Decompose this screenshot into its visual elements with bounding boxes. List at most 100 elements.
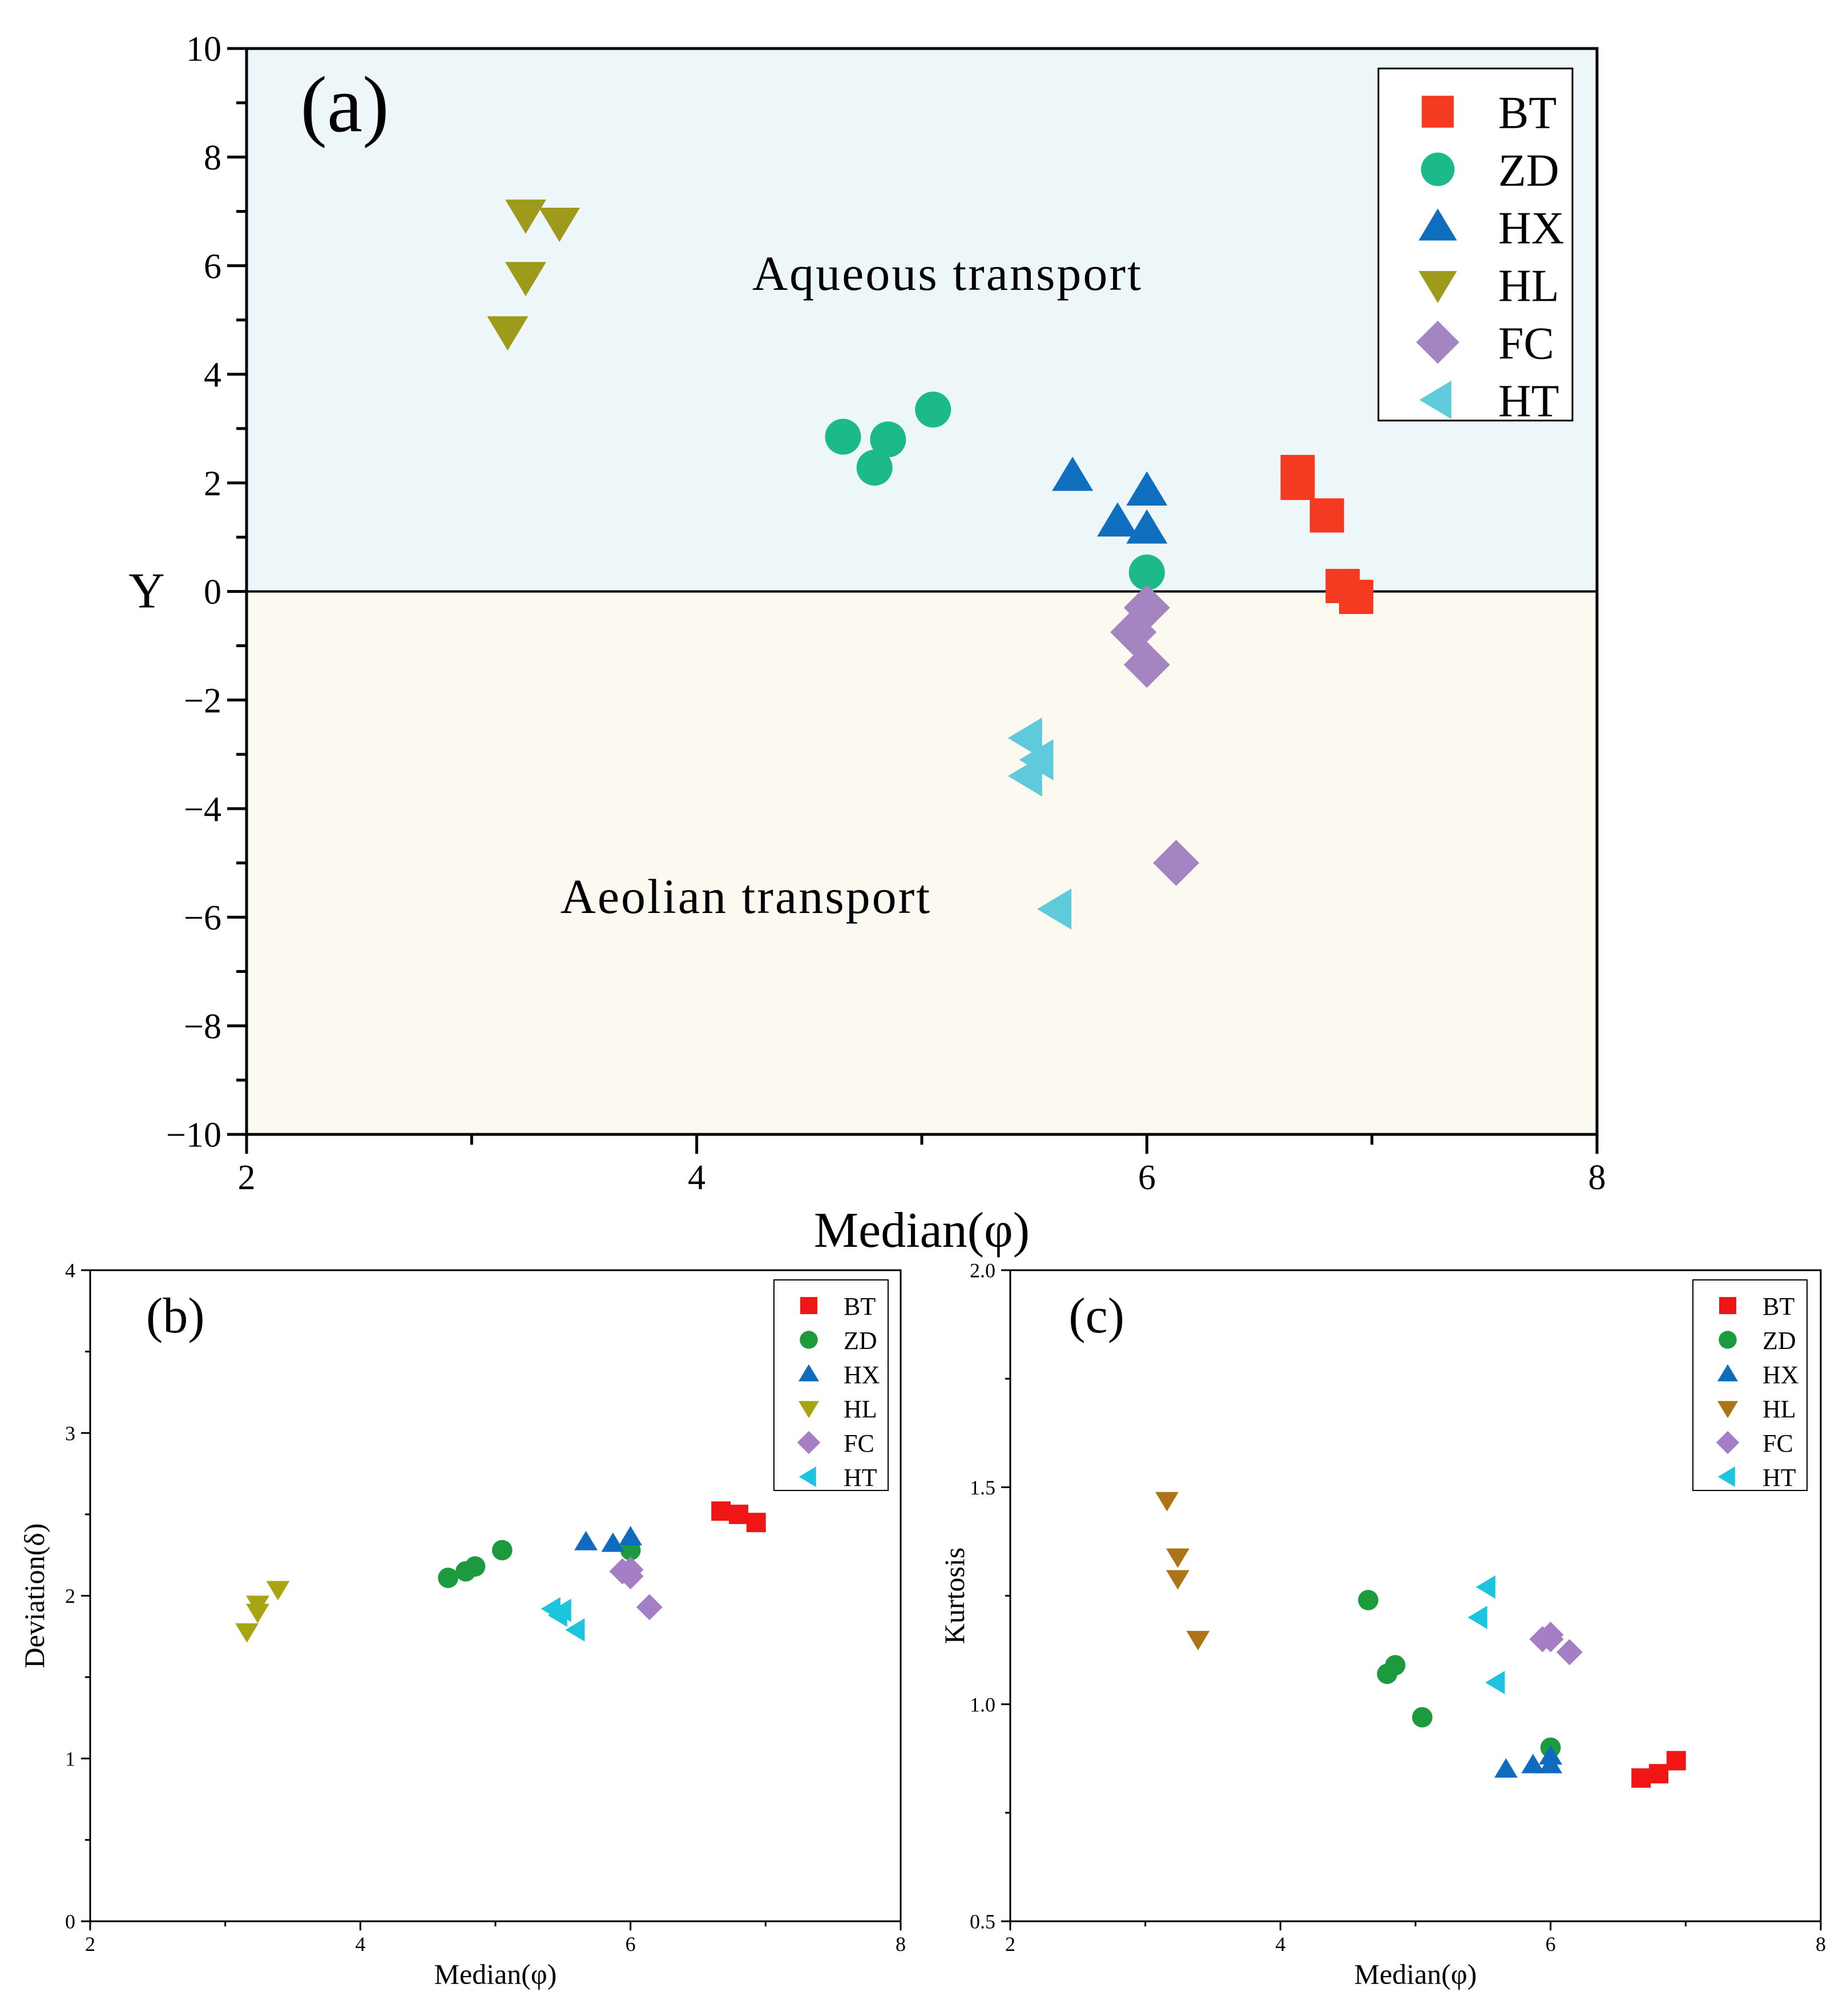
legend-label-hx: HX	[1498, 204, 1564, 254]
legend-label-fc: FC	[1763, 1429, 1793, 1457]
x-tick-label: 6	[1138, 1158, 1156, 1197]
y-axis-label: Y	[128, 564, 165, 619]
legend-box	[1692, 1279, 1808, 1491]
legend-marker-bt	[1422, 95, 1454, 128]
legend-label-bt: BT	[1498, 88, 1556, 139]
x-tick-label: 8	[1816, 1933, 1826, 1956]
point-hx	[574, 1530, 598, 1550]
y-tick-label: −8	[184, 1007, 221, 1046]
point-zd	[438, 1567, 459, 1588]
aeolian-region	[247, 591, 1597, 1134]
panel-label: (b)	[146, 1288, 205, 1344]
legend-label-zd: ZD	[1498, 146, 1559, 196]
y-tick-label: 1.5	[970, 1476, 995, 1499]
point-hl	[487, 316, 529, 351]
point-bt	[1309, 498, 1344, 533]
y-tick-label: 0	[65, 1910, 75, 1933]
legend-label-hx: HX	[1763, 1361, 1799, 1389]
point-hx	[1539, 1745, 1563, 1765]
y-tick-label: 0	[204, 573, 221, 612]
point-hl	[505, 262, 546, 297]
x-axis-label: Median(φ)	[814, 1203, 1030, 1258]
point-ht	[1007, 717, 1042, 759]
point-hx	[1494, 1758, 1518, 1778]
legend-marker-ht	[1717, 1466, 1735, 1487]
y-tick-label: 1.0	[970, 1693, 995, 1716]
y-tick-label: 4	[65, 1259, 75, 1282]
legend-label-zd: ZD	[1763, 1327, 1796, 1355]
point-hl	[539, 207, 580, 242]
point-bt	[746, 1513, 766, 1533]
point-hl	[1166, 1570, 1189, 1590]
y-tick-label: 1	[65, 1747, 75, 1770]
point-hx	[1052, 456, 1094, 491]
point-ht	[1475, 1575, 1495, 1599]
x-tick-label: 8	[896, 1933, 906, 1956]
annotation-aqueous: Aqueous transport	[752, 246, 1143, 301]
point-fc	[1123, 641, 1170, 688]
legend-marker-hx	[1418, 208, 1457, 241]
legend-marker-zd	[1421, 152, 1455, 187]
legend-marker-fc	[1716, 1431, 1740, 1455]
x-tick-label: 6	[626, 1933, 636, 1956]
legend-box	[1377, 67, 1574, 422]
panel-a-chart: Aqueous transport Aeolian transport 10 8 6 4 2…	[128, 30, 1606, 1258]
legend-box	[773, 1279, 889, 1491]
point-bt	[1666, 1751, 1686, 1771]
legend-marker-bt	[800, 1297, 817, 1314]
y-tick-label: −10	[166, 1116, 221, 1155]
legend-marker-hl	[799, 1401, 819, 1419]
y-tick-label: 4	[204, 356, 221, 395]
point-ht	[1007, 756, 1042, 797]
x-axis-label: Median(φ)	[434, 1958, 557, 1990]
point-bt	[1631, 1768, 1651, 1788]
legend-marker-hx	[799, 1364, 819, 1381]
point-ht	[1037, 888, 1072, 930]
y-tick-label: 2	[204, 464, 221, 503]
y-tick-label: −2	[184, 682, 221, 721]
point-bt	[1280, 466, 1315, 500]
point-hx	[619, 1526, 643, 1546]
point-ht	[565, 1618, 585, 1642]
point-hl	[246, 1603, 269, 1623]
y-tick-label: 0.5	[970, 1910, 995, 1933]
point-ht	[1485, 1671, 1505, 1695]
legend-label-zd: ZD	[844, 1327, 877, 1355]
point-fc	[617, 1563, 644, 1590]
aqueous-region	[247, 49, 1597, 592]
point-zd	[491, 1540, 513, 1561]
point-hl	[1155, 1492, 1179, 1512]
legend-label-hx: HX	[844, 1361, 880, 1389]
point-hx	[1126, 471, 1168, 506]
annotation-aeolian: Aeolian transport	[560, 869, 931, 924]
legend-label-hl: HL	[1498, 261, 1559, 312]
point-hx	[1521, 1754, 1545, 1773]
point-fc	[1537, 1626, 1564, 1653]
point-hl	[1186, 1631, 1210, 1651]
point-hx	[1126, 509, 1168, 544]
point-zd	[825, 418, 861, 455]
point-hx	[1097, 502, 1139, 537]
y-axis-label: Deviation(δ)	[18, 1523, 50, 1668]
point-ht	[1467, 1606, 1487, 1629]
point-zd	[1128, 554, 1165, 591]
x-tick-label: 6	[1546, 1933, 1556, 1956]
point-zd	[856, 450, 893, 486]
legend-label-hl: HL	[1763, 1395, 1796, 1423]
x-tick-label: 2	[238, 1158, 256, 1197]
x-tick-label: 2	[85, 1933, 95, 1956]
point-zd	[1385, 1655, 1406, 1676]
point-zd	[870, 421, 906, 458]
x-tick-label: 2	[1005, 1933, 1015, 1956]
point-hl	[235, 1623, 259, 1643]
legend-marker-zd	[800, 1331, 818, 1349]
x-tick-label: 4	[1275, 1933, 1285, 1956]
point-bt	[711, 1501, 731, 1521]
point-zd	[915, 391, 951, 428]
x-tick-label: 4	[355, 1933, 365, 1956]
legend-marker-ht	[1419, 381, 1451, 419]
y-tick-label: 8	[204, 139, 221, 177]
point-bt	[1649, 1764, 1668, 1784]
point-hl	[266, 1581, 290, 1601]
